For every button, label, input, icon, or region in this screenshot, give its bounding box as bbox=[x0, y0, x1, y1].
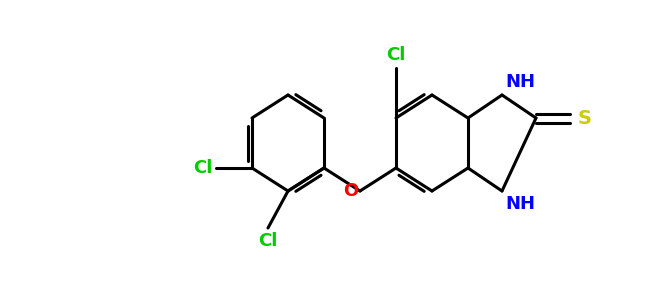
Text: Cl: Cl bbox=[258, 232, 278, 250]
Text: Cl: Cl bbox=[192, 159, 212, 177]
Text: Cl: Cl bbox=[386, 46, 406, 64]
Text: NH: NH bbox=[505, 195, 535, 213]
Text: O: O bbox=[343, 182, 358, 200]
Text: S: S bbox=[578, 109, 592, 128]
Text: NH: NH bbox=[505, 73, 535, 91]
